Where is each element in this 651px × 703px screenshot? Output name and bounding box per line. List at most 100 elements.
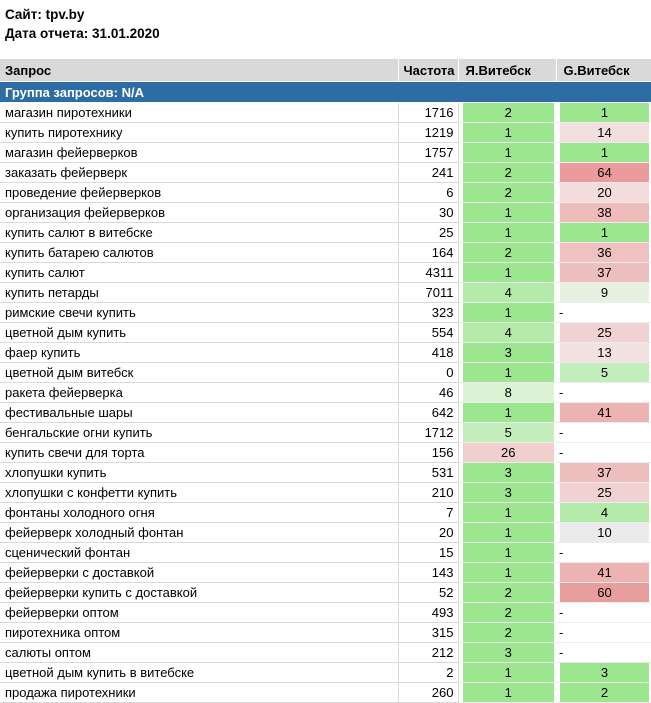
table-row: цветной дым купить 554 4 25	[0, 322, 651, 343]
yandex-position-cell: 1	[458, 122, 556, 143]
table-row: магазин пиротехники 1716 2 1	[0, 102, 651, 123]
yandex-position-cell: 1	[458, 222, 556, 243]
table-row: фейерверк холодный фонтан 20 1 10	[0, 522, 651, 543]
table-row: купить салют в витебске 25 1 1	[0, 222, 651, 243]
google-position-cell: 41	[556, 562, 651, 583]
query-cell: цветной дым купить в витебске	[0, 662, 399, 683]
yandex-position-cell: 2	[458, 162, 556, 183]
frequency-cell: 212	[398, 642, 459, 663]
table-row: проведение фейерверков 6 2 20	[0, 182, 651, 203]
query-cell: проведение фейерверков	[0, 182, 399, 203]
yandex-position-cell: 1	[458, 562, 556, 583]
google-position-cell: -	[556, 302, 651, 323]
google-position-cell: 37	[556, 462, 651, 483]
table-row: купить свечи для торта 156 26-	[0, 442, 651, 463]
table-row: фейерверки купить с доставкой 52 2 60	[0, 582, 651, 603]
frequency-cell: 531	[398, 462, 459, 483]
frequency-cell: 143	[398, 562, 459, 583]
google-position-cell: 3	[556, 662, 651, 683]
query-cell: цветной дым витебск	[0, 362, 399, 383]
query-cell: цветной дым купить	[0, 322, 399, 343]
frequency-cell: 7	[398, 502, 459, 523]
query-cell: купить свечи для торта	[0, 442, 399, 463]
yandex-position-cell: 2	[458, 182, 556, 203]
query-cell: фейерверки оптом	[0, 602, 399, 623]
table-row: римские свечи купить 323 1-	[0, 302, 651, 323]
frequency-cell: 210	[398, 482, 459, 503]
google-position-cell: 13	[556, 342, 651, 363]
query-cell: фаер купить	[0, 342, 399, 363]
google-position-cell: 1	[556, 102, 651, 123]
frequency-cell: 25	[398, 222, 459, 243]
yandex-position-cell: 2	[458, 602, 556, 623]
query-cell: салюты оптом	[0, 642, 399, 663]
google-position-cell: -	[556, 422, 651, 443]
frequency-cell: 1712	[398, 422, 459, 443]
query-cell: купить батарею салютов	[0, 242, 399, 263]
query-cell: пиротехника оптом	[0, 622, 399, 643]
frequency-cell: 0	[398, 362, 459, 383]
yandex-position-cell: 1	[458, 362, 556, 383]
frequency-cell: 642	[398, 402, 459, 423]
frequency-cell: 4311	[398, 262, 459, 283]
query-cell: римские свечи купить	[0, 302, 399, 323]
google-position-cell: -	[556, 602, 651, 623]
yandex-position-cell: 3	[458, 342, 556, 363]
frequency-cell: 554	[398, 322, 459, 343]
google-position-cell: 2	[556, 682, 651, 703]
frequency-cell: 20	[398, 522, 459, 543]
google-position-cell: 41	[556, 402, 651, 423]
yandex-position-cell: 1	[458, 662, 556, 683]
table-row: сценический фонтан 15 1-	[0, 542, 651, 563]
frequency-cell: 7011	[398, 282, 459, 303]
google-position-cell: -	[556, 622, 651, 643]
yandex-position-cell: 1	[458, 142, 556, 163]
table-row: фестивальные шары 642 1 41	[0, 402, 651, 423]
table-body: Группа запросов: N/A магазин пиротехники…	[0, 81, 651, 703]
query-cell: фестивальные шары	[0, 402, 399, 423]
query-cell: фейерверки с доставкой	[0, 562, 399, 583]
frequency-cell: 493	[398, 602, 459, 623]
query-cell: купить салют	[0, 262, 399, 283]
table-row: хлопушки купить 531 3 37	[0, 462, 651, 483]
frequency-cell: 1757	[398, 142, 459, 163]
group-label: Группа запросов: N/A	[0, 81, 651, 103]
google-position-cell: -	[556, 382, 651, 403]
query-cell: магазин фейерверков	[0, 142, 399, 163]
frequency-cell: 46	[398, 382, 459, 403]
table-row: фаер купить 418 3 13	[0, 342, 651, 363]
query-cell: ракета фейерверка	[0, 382, 399, 403]
table-row: фонтаны холодного огня 7 1 4	[0, 502, 651, 523]
query-cell: хлопушки с конфетти купить	[0, 482, 399, 503]
google-position-cell: 1	[556, 142, 651, 163]
frequency-cell: 323	[398, 302, 459, 323]
table-header-row: Запрос Частота Я.Витебск G.Витебск	[0, 59, 651, 82]
table-row: купить салют 4311 1 37	[0, 262, 651, 283]
query-cell: хлопушки купить	[0, 462, 399, 483]
table-row: купить батарею салютов 164 2 36	[0, 242, 651, 263]
yandex-position-cell: 1	[458, 302, 556, 323]
table-row: фейерверки с доставкой 143 1 41	[0, 562, 651, 583]
yandex-position-cell: 2	[458, 242, 556, 263]
google-position-cell: 37	[556, 262, 651, 283]
table-row: пиротехника оптом 315 2-	[0, 622, 651, 643]
query-cell: магазин пиротехники	[0, 102, 399, 123]
frequency-cell: 260	[398, 682, 459, 703]
frequency-cell: 52	[398, 582, 459, 603]
frequency-cell: 418	[398, 342, 459, 363]
query-cell: купить пиротехнику	[0, 122, 399, 143]
google-position-cell: 10	[556, 522, 651, 543]
google-position-cell: 36	[556, 242, 651, 263]
query-cell: сценический фонтан	[0, 542, 399, 563]
google-position-cell: 20	[556, 182, 651, 203]
frequency-cell: 1716	[398, 102, 459, 123]
query-cell: организация фейерверков	[0, 202, 399, 223]
query-cell: заказать фейерверк	[0, 162, 399, 183]
query-cell: фонтаны холодного огня	[0, 502, 399, 523]
google-position-cell: 25	[556, 322, 651, 343]
google-position-cell: 14	[556, 122, 651, 143]
yandex-position-cell: 2	[458, 622, 556, 643]
table-row: заказать фейерверк 241 2 64	[0, 162, 651, 183]
yandex-position-cell: 1	[458, 522, 556, 543]
google-position-cell: 9	[556, 282, 651, 303]
